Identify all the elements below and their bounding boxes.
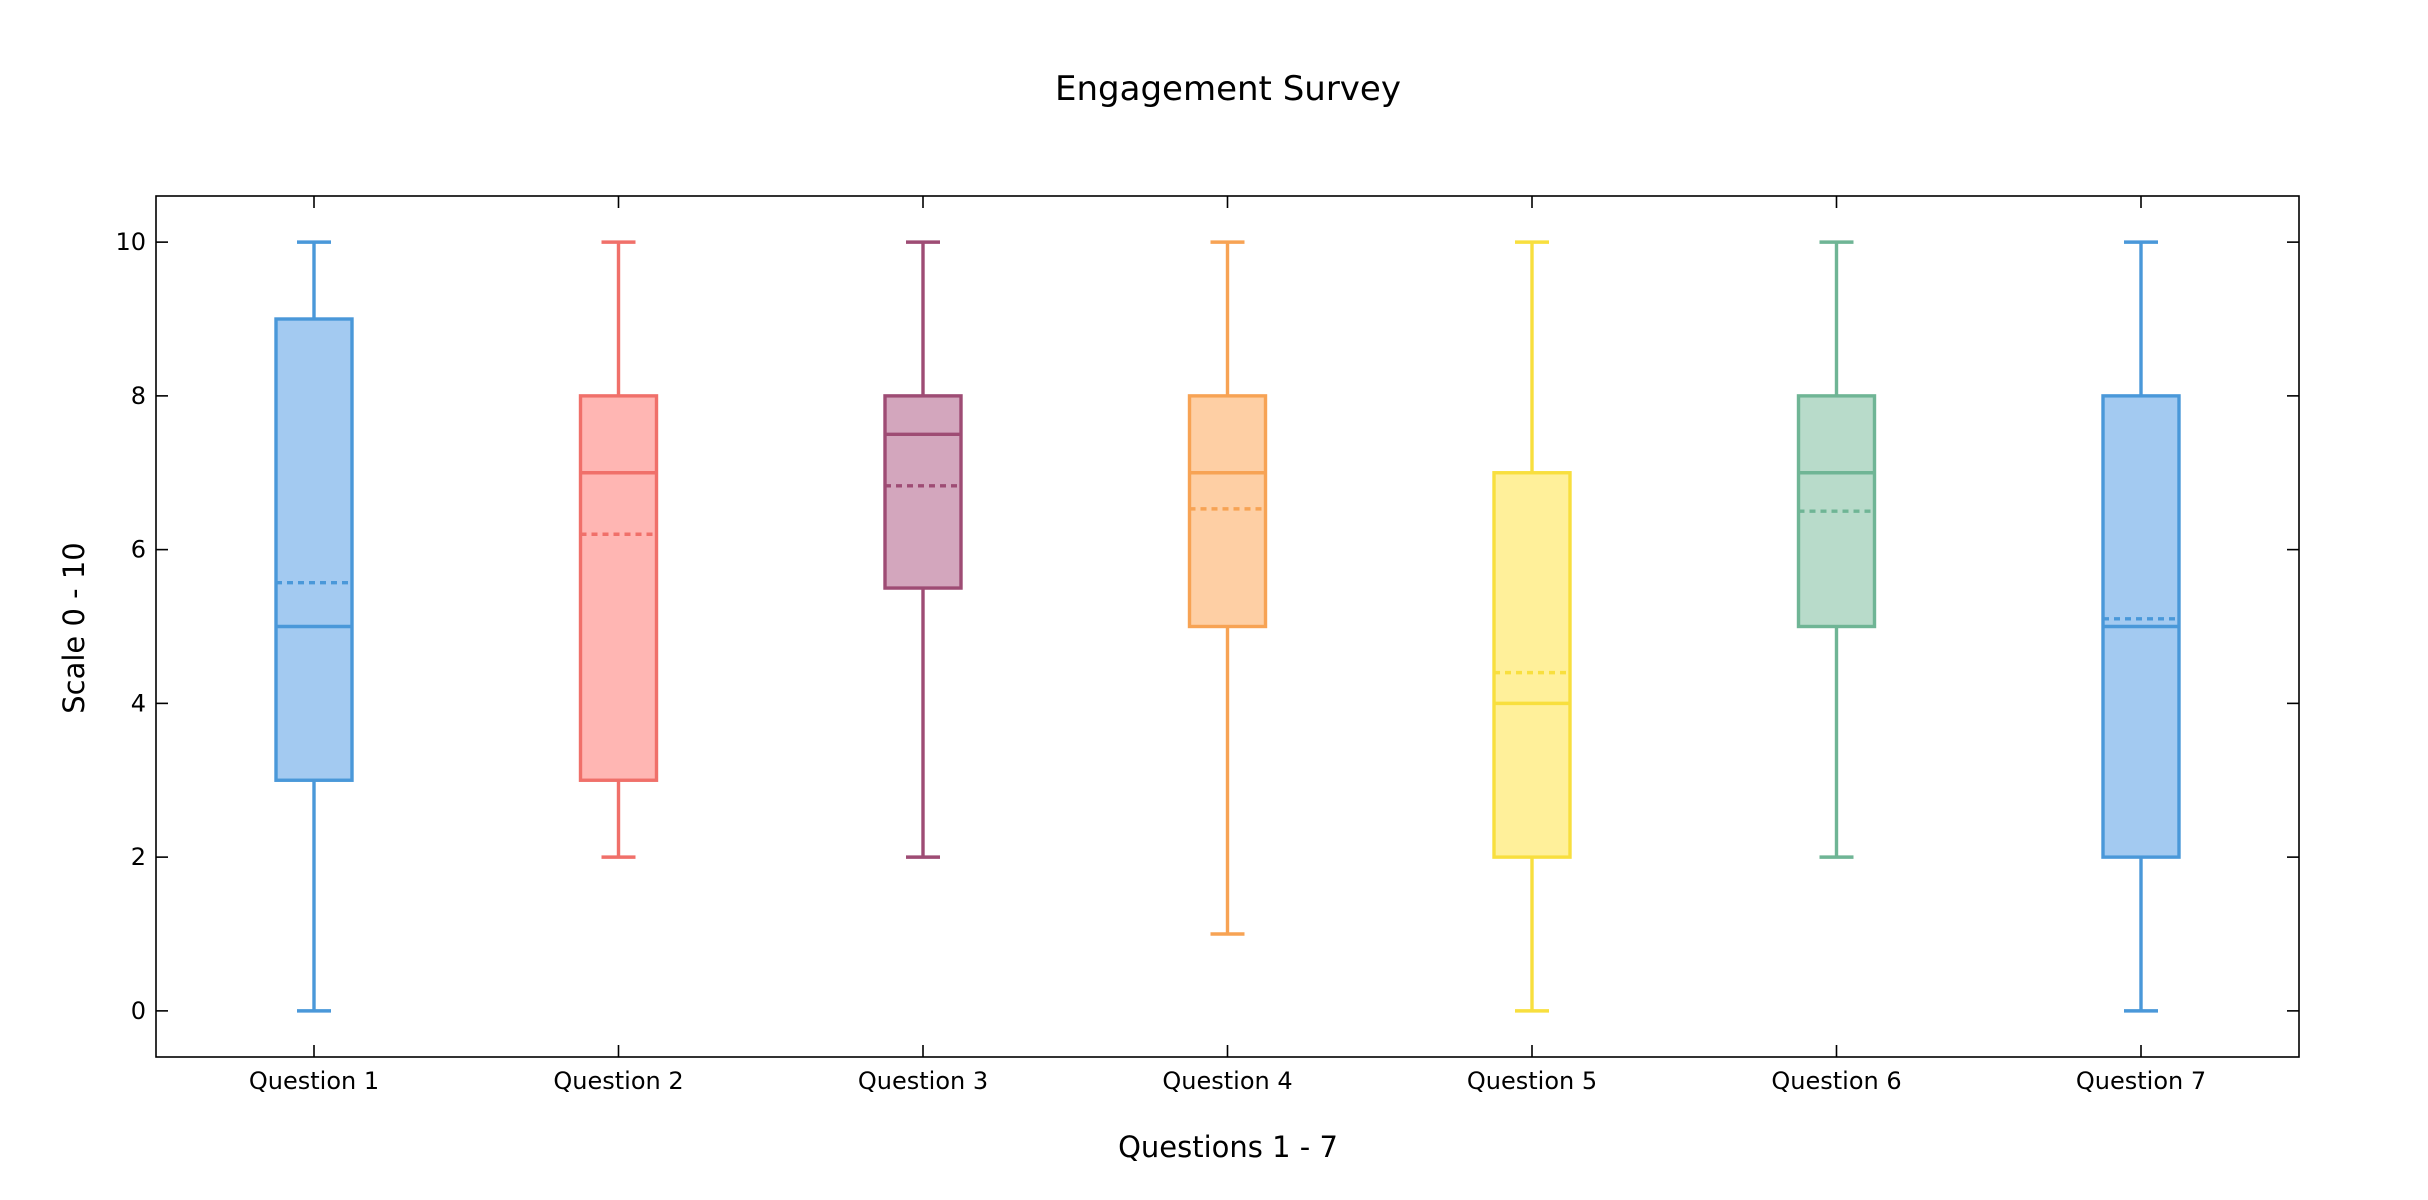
box-iqr [883, 394, 963, 590]
x-tick-label: Question 5 [1467, 1067, 1597, 1095]
plot-area: 0 2 4 6 8 10 Question 1 Question 2 Question 3 Que… [115, 195, 2300, 1095]
y-axis-label: Scale 0 - 10 [57, 542, 91, 714]
x-axis-label: Questions 1 - 7 [1118, 1130, 1338, 1164]
y-tick-label: 10 [115, 228, 146, 256]
box-iqr [578, 394, 659, 782]
y-tick-label: 0 [131, 997, 146, 1025]
box-iqr [1492, 471, 1572, 859]
chart-title: Engagement Survey [1055, 69, 1401, 109]
y-tick-label: 8 [131, 382, 146, 410]
y-tick-label: 6 [131, 536, 146, 564]
box-iqr [274, 317, 354, 782]
x-tick-label: Question 2 [553, 1067, 683, 1095]
y-tick-label: 2 [131, 843, 146, 871]
x-tick-label: Question 3 [858, 1067, 988, 1095]
x-tick-label: Question 6 [1771, 1067, 1901, 1095]
x-tick-label: Question 1 [249, 1067, 379, 1095]
x-tick-label: Question 7 [2076, 1067, 2206, 1095]
box-iqr [1187, 394, 1268, 629]
x-tick-label: Question 4 [1162, 1067, 1292, 1095]
y-tick-label: 4 [131, 689, 146, 717]
